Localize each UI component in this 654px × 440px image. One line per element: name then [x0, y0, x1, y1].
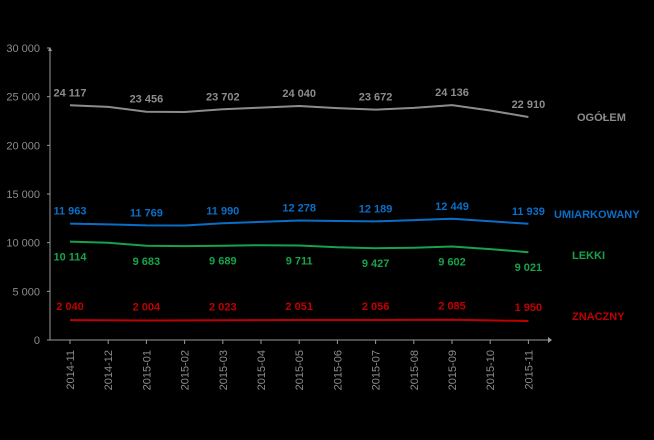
- y-tick-label: 25 000: [6, 92, 40, 104]
- data-label-znaczny: 2 051: [285, 301, 313, 313]
- data-label-lekki: 9 683: [133, 256, 161, 268]
- data-label-znaczny: 2 056: [362, 301, 390, 313]
- data-label-ogolem: 23 702: [206, 91, 240, 103]
- data-label-lekki: 9 427: [362, 258, 390, 270]
- data-labels: 24 117 23 456 23 702 24 040 23 672 24 136 22 9…: [53, 87, 545, 314]
- x-axis-arrow-icon: [548, 337, 552, 343]
- data-label-umiarkowany: 12 449: [435, 201, 469, 213]
- x-tick-label: 2014-12: [103, 350, 115, 390]
- series-name-lekki: LEKKI: [572, 250, 605, 262]
- x-tick-label: 2015-05: [294, 350, 306, 390]
- x-tick-label: 2015-08: [409, 350, 421, 390]
- data-label-lekki: 9 689: [209, 256, 237, 268]
- data-label-lekki: 9 602: [438, 257, 466, 269]
- data-label-ogolem: 23 672: [359, 92, 393, 104]
- data-label-ogolem: 24 136: [435, 87, 469, 99]
- series-name-znaczny: ZNACZNY: [572, 311, 625, 323]
- data-label-ogolem: 22 910: [512, 99, 546, 111]
- series-lines: [69, 104, 529, 322]
- x-axis: 2014-11 2014-12 2015-01 2015-02 2015-03 2015-…: [50, 337, 552, 390]
- series-name-umiarkowany: UMIARKOWANY: [554, 209, 640, 221]
- y-axis: 0 5 000 10 000 15 000 20 000 25 000 30 000: [6, 43, 52, 347]
- x-tick-label: 2015-04: [256, 350, 268, 390]
- x-tick-label: 2015-01: [141, 350, 153, 390]
- data-label-lekki: 10 114: [53, 252, 87, 264]
- y-tick-label: 10 000: [6, 238, 40, 250]
- data-label-znaczny: 2 004: [133, 301, 161, 313]
- series-line-lekki: [69, 240, 529, 254]
- x-tick-label: 2015-11: [523, 350, 535, 390]
- x-tick-label: 2015-06: [332, 350, 344, 390]
- data-label-ogolem: 24 117: [53, 87, 86, 99]
- series-line-znaczny: [69, 318, 529, 322]
- data-label-umiarkowany: 12 278: [282, 202, 316, 214]
- data-label-znaczny: 2 023: [209, 301, 237, 313]
- data-label-lekki: 9 711: [286, 255, 313, 267]
- x-tick-label: 2015-02: [180, 350, 192, 390]
- data-label-ogolem: 23 456: [130, 94, 164, 106]
- data-label-umiarkowany: 12 189: [359, 203, 393, 215]
- y-tick-label: 15 000: [6, 189, 40, 201]
- data-label-lekki: 9 021: [515, 262, 543, 274]
- x-tick-label: 2014-11: [65, 350, 77, 390]
- x-tick-label: 2015-03: [218, 350, 230, 390]
- y-tick-label: 30 000: [6, 43, 40, 55]
- data-label-umiarkowany: 11 963: [53, 206, 86, 218]
- y-tick-label: 0: [34, 335, 40, 347]
- data-label-umiarkowany: 11 990: [206, 205, 239, 217]
- series-name-ogolem: OGÓŁEM: [577, 111, 626, 124]
- x-tick-label: 2015-07: [371, 350, 383, 390]
- data-label-umiarkowany: 11 939: [512, 206, 545, 218]
- x-tick-label: 2015-10: [485, 350, 497, 390]
- data-label-umiarkowany: 11 769: [130, 207, 163, 219]
- data-label-znaczny: 2 040: [56, 301, 84, 313]
- y-tick-label: 20 000: [6, 140, 40, 152]
- series-line-umiarkowany: [69, 217, 529, 227]
- series-names: OGÓŁEM UMIARKOWANY LEKKI ZNACZNY: [554, 111, 640, 323]
- data-label-znaczny: 2 085: [438, 301, 466, 313]
- data-label-znaczny: 1 950: [515, 302, 543, 314]
- series-line-ogolem: [69, 104, 529, 118]
- y-axis-arrow-icon: [48, 47, 52, 51]
- data-label-ogolem: 24 040: [282, 88, 316, 100]
- x-tick-label: 2015-09: [447, 350, 459, 390]
- y-tick-label: 5 000: [12, 286, 40, 298]
